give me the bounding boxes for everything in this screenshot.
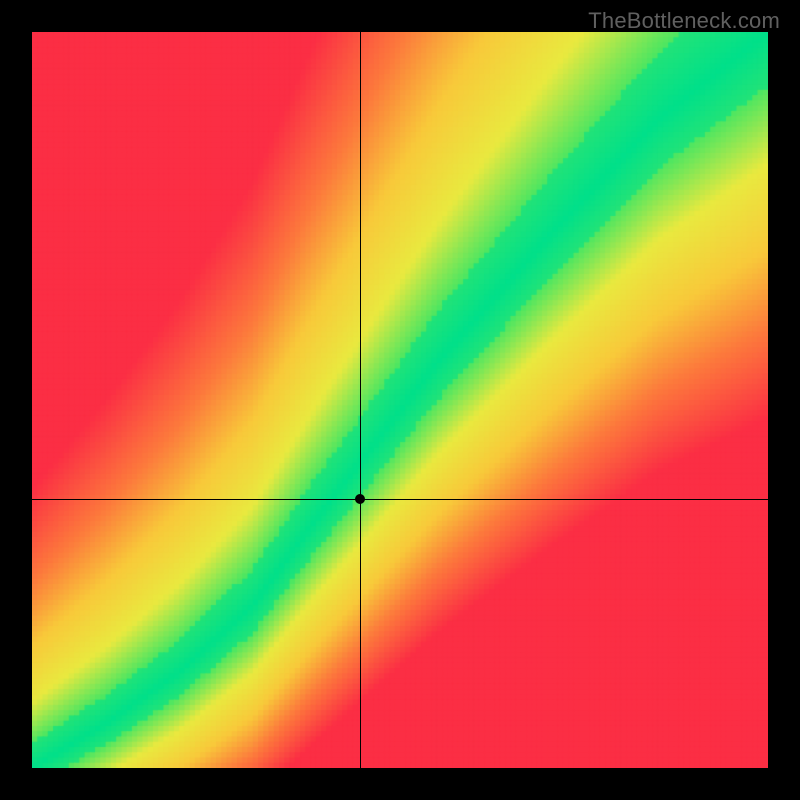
- plot-area: [32, 32, 768, 768]
- crosshair-marker: [355, 494, 365, 504]
- crosshair-horizontal: [32, 499, 768, 500]
- chart-container: TheBottleneck.com: [0, 0, 800, 800]
- heatmap-canvas: [32, 32, 768, 768]
- crosshair-vertical: [360, 32, 361, 768]
- watermark-text: TheBottleneck.com: [588, 8, 780, 34]
